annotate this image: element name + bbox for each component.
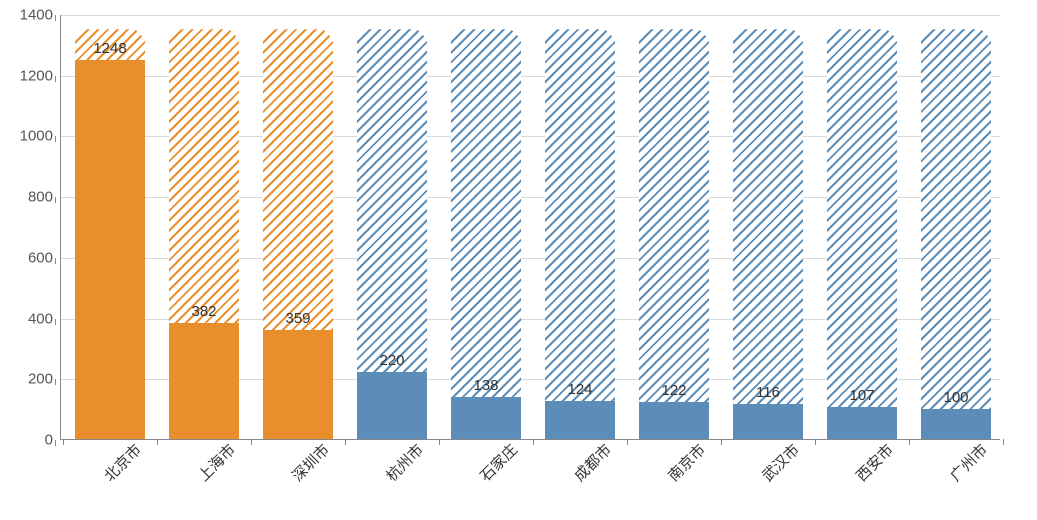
bar-group: 116 (733, 29, 803, 439)
y-tick-label: 1200 (20, 67, 61, 84)
bar-group: 107 (827, 29, 897, 439)
x-axis-labels: 北京市上海市深圳市杭州市石家庄成都市南京市武汉市西安市广州市 (60, 445, 1000, 505)
bar-background-hatch (733, 29, 803, 439)
x-axis-label: 上海市 (193, 439, 240, 486)
bar-background-hatch (827, 29, 897, 439)
x-tick-mark (1003, 439, 1004, 445)
gridline (61, 15, 1000, 16)
bar-background-hatch (921, 29, 991, 439)
bar-value (827, 407, 897, 439)
bar-group: 100 (921, 29, 991, 439)
y-tick-label: 1400 (20, 7, 61, 24)
bar-value (451, 397, 521, 439)
data-label: 116 (733, 384, 803, 401)
bar-value (357, 372, 427, 439)
bar-value (545, 401, 615, 439)
data-label: 122 (639, 382, 709, 399)
x-axis-label: 深圳市 (287, 439, 334, 486)
x-axis-label: 杭州市 (381, 439, 428, 486)
bar-group: 220 (357, 29, 427, 439)
data-label: 1248 (75, 40, 145, 57)
bar-group: 124 (545, 29, 615, 439)
bar-group: 359 (263, 29, 333, 439)
x-axis-label: 成都市 (569, 439, 616, 486)
y-tick-label: 800 (28, 189, 61, 206)
bar-group: 382 (169, 29, 239, 439)
bar-value (169, 323, 239, 439)
plot-area: 0200400600800100012001400124838235922013… (60, 15, 1000, 440)
data-label: 220 (357, 352, 427, 369)
bar-group: 138 (451, 29, 521, 439)
data-label: 382 (169, 303, 239, 320)
x-axis-label: 西安市 (851, 439, 898, 486)
y-tick-label: 200 (28, 371, 61, 388)
data-label: 359 (263, 310, 333, 327)
data-label: 107 (827, 387, 897, 404)
data-label: 138 (451, 377, 521, 394)
bar-value (733, 404, 803, 439)
bar-group: 122 (639, 29, 709, 439)
bar-chart: 0 200 400 600 800 1000 1200 1400 1248 382 359 220 13… (10, 10, 1010, 510)
bar-value (921, 409, 991, 439)
data-label: 124 (545, 381, 615, 398)
x-axis-label: 广州市 (945, 439, 992, 486)
bar-background-hatch (639, 29, 709, 439)
x-axis-label: 南京市 (663, 439, 710, 486)
bar-value (75, 60, 145, 439)
bar-group: 1248 (75, 29, 145, 439)
data-label: 100 (921, 389, 991, 406)
y-tick-label: 1000 (20, 128, 61, 145)
y-tick-label: 400 (28, 310, 61, 327)
x-axis-label: 武汉市 (757, 439, 804, 486)
x-axis-label: 北京市 (99, 439, 146, 486)
bar-background-hatch (545, 29, 615, 439)
bar-value (263, 330, 333, 439)
y-tick-label: 600 (28, 249, 61, 266)
bar-value (639, 402, 709, 439)
x-axis-label: 石家庄 (475, 439, 522, 486)
y-tick-label: 0 (45, 432, 61, 449)
